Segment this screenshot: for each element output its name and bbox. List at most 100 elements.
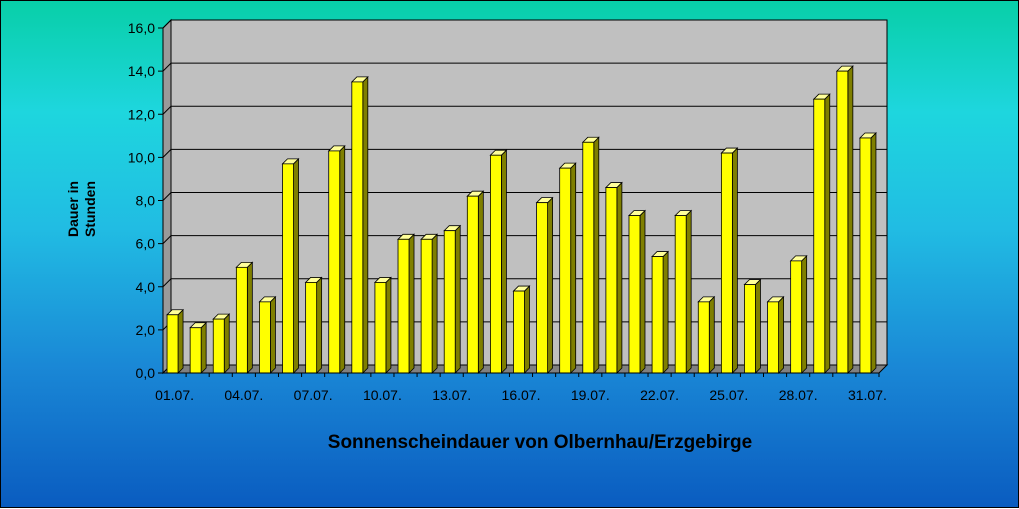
bar	[766, 295, 785, 374]
bar-side	[685, 209, 692, 374]
bar-side	[801, 254, 808, 374]
bar-side	[223, 313, 230, 374]
bar	[189, 321, 208, 374]
bar-front	[813, 98, 826, 374]
bar-side	[477, 190, 484, 374]
chart-title: Sonnenscheindauer von Olbernhau/Erzgebir…	[328, 432, 752, 453]
bar-front	[466, 195, 479, 374]
bar-front	[166, 314, 179, 374]
bar-front	[235, 266, 248, 374]
gridline-depth	[162, 235, 172, 244]
bar-front	[189, 327, 202, 374]
bar-side	[177, 308, 184, 374]
bar-front	[582, 141, 595, 374]
bar-front	[651, 256, 664, 374]
bar-front	[744, 284, 756, 374]
bar	[443, 224, 462, 374]
bar	[304, 276, 323, 374]
bar-side	[524, 285, 530, 374]
bar-front	[397, 238, 410, 374]
bar	[628, 209, 646, 374]
bar-side	[339, 144, 346, 374]
bar	[720, 147, 739, 374]
x-tick-label: 31.07.	[848, 387, 887, 403]
bar	[420, 233, 439, 374]
bar	[604, 181, 623, 374]
y-axis-title-line-1: Dauer in	[65, 181, 81, 237]
y-tick-label: 8,0	[136, 193, 156, 209]
bar	[651, 250, 670, 374]
bar	[466, 190, 485, 374]
bar	[558, 162, 577, 374]
bar-front	[420, 238, 433, 374]
gridline-depth	[162, 149, 172, 158]
bar	[166, 308, 185, 374]
bar-front	[513, 290, 525, 374]
gridline-depth	[162, 105, 172, 115]
bar-side	[731, 147, 738, 374]
bar-side	[408, 233, 415, 374]
gridline-depth	[162, 278, 172, 288]
gridline-depth	[162, 62, 172, 72]
bar	[373, 276, 392, 374]
x-axis-ticks: 01.07. 04.07. 07.07. 10.07. 13.07. 16.07. 19.0…	[155, 372, 887, 403]
x-tick-label: 13.07.	[432, 387, 471, 403]
bar-side	[431, 233, 438, 374]
gridline-depth	[162, 19, 172, 29]
bar-side	[755, 278, 761, 374]
bar-side	[454, 224, 461, 374]
bar-side	[501, 149, 507, 374]
bar-side	[570, 162, 577, 374]
y-axis-ticks: 0,0 2,0 4,0 6,0 8,0 10,0 12,0 14,0 16,0	[128, 20, 164, 381]
bar-front	[490, 154, 502, 374]
y-tick-label: 14,0	[128, 63, 155, 79]
bar	[789, 254, 808, 374]
bar	[258, 295, 277, 374]
y-axis-title-line-2: Stunden	[82, 181, 98, 237]
bar-front	[374, 282, 387, 374]
bar-front	[351, 81, 364, 374]
bar-front	[259, 301, 271, 374]
bar-front	[697, 301, 710, 374]
bar	[350, 75, 369, 374]
bar-side	[824, 93, 831, 374]
y-tick-label: 10,0	[128, 149, 155, 165]
bar-side	[385, 276, 392, 374]
bar-front	[443, 230, 456, 374]
bar-side	[616, 181, 623, 374]
bar	[697, 295, 716, 374]
bar	[397, 233, 415, 374]
bar-side	[316, 276, 323, 374]
y-tick-label: 6,0	[136, 236, 156, 252]
x-tick-label: 01.07.	[155, 387, 194, 403]
bar	[858, 132, 877, 374]
x-tick-label: 04.07.	[224, 387, 263, 403]
x-tick-label: 07.07.	[294, 387, 333, 403]
y-tick-label: 2,0	[136, 322, 156, 338]
bar	[581, 136, 600, 374]
bars	[166, 65, 877, 374]
bar	[812, 93, 831, 374]
x-tick-label: 19.07.	[571, 387, 610, 403]
bar-side	[362, 75, 369, 374]
bar	[512, 285, 531, 374]
bar-front	[859, 137, 872, 374]
bar-front	[628, 215, 641, 374]
bar-front	[559, 167, 572, 374]
x-tick-label: 28.07.	[779, 387, 818, 403]
bar-side	[593, 136, 600, 374]
bar-side	[639, 209, 646, 374]
bar-side	[293, 157, 299, 374]
bar-front	[605, 187, 618, 374]
bar-front	[328, 150, 341, 374]
x-tick-label: 22.07.	[640, 387, 679, 403]
bar	[489, 149, 508, 374]
bar	[835, 65, 854, 374]
bar	[327, 144, 346, 374]
y-tick-label: 4,0	[136, 279, 156, 295]
gridline-depth	[162, 192, 172, 201]
bar-side	[200, 321, 207, 374]
bar-front	[536, 202, 548, 374]
bar	[235, 261, 254, 374]
